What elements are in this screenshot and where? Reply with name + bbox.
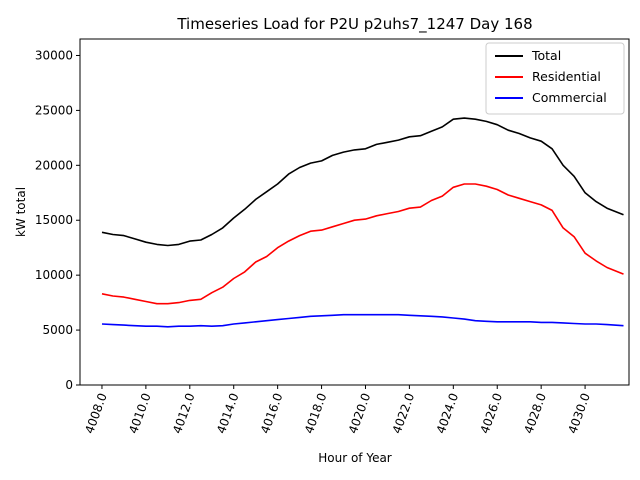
y-tick-label: 0 [65, 378, 73, 392]
y-tick-label: 25000 [35, 103, 73, 117]
x-axis-label: Hour of Year [318, 451, 392, 465]
series-line-commercial [101, 313, 624, 328]
legend-label-residential: Residential [532, 69, 601, 84]
y-tick-label: 20000 [35, 158, 73, 172]
series-line-residential [101, 183, 624, 305]
legend-label-total: Total [531, 48, 561, 63]
plot-area [101, 117, 624, 328]
y-axis-label: kW total [14, 187, 28, 237]
legend-label-commercial: Commercial [532, 90, 607, 105]
chart-title: Timeseries Load for P2U p2uhs7_1247 Day … [176, 15, 532, 34]
legend: Total Residential Commercial [485, 42, 625, 115]
y-tick-label: 15000 [35, 213, 73, 227]
y-tick-label: 30000 [35, 48, 73, 62]
series-line-total [101, 117, 624, 247]
y-tick-label: 5000 [42, 323, 73, 337]
y-axis: 0 5000 10000 15000 20000 25000 30000 [35, 48, 80, 392]
y-tick-label: 10000 [35, 268, 73, 282]
legend-box [485, 42, 625, 115]
plot-frame [79, 38, 630, 386]
